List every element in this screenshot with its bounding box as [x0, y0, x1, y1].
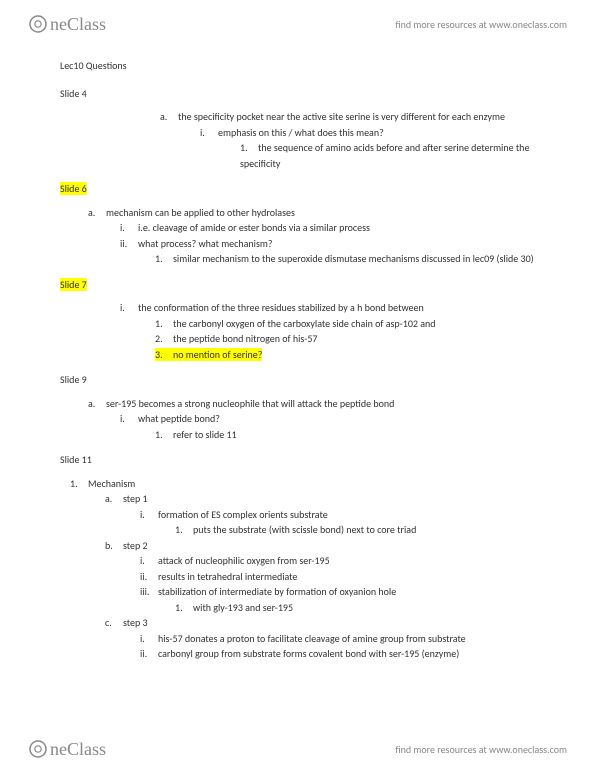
marker-3: 3. [155, 347, 173, 363]
marker-1: 1. [155, 251, 173, 267]
list-item: i.his-57 donates a proton to facilitate … [140, 631, 535, 647]
list-item: 1.the sequence of amino acids before and… [240, 140, 535, 171]
logo-circle-icon [28, 14, 48, 34]
marker-i: i. [140, 631, 158, 647]
marker-1: 1. [175, 522, 193, 538]
marker-i: i. [120, 220, 138, 236]
marker-i: i. [140, 507, 158, 523]
logo-circle-icon [28, 739, 48, 759]
slide4-header: Slide 4 [60, 86, 535, 102]
marker-ii: ii. [120, 236, 138, 252]
list-item: ii.what process? what mechanism? [120, 236, 535, 252]
highlight: Slide 7 [60, 278, 87, 291]
list-item: ii.carbonyl group from substrate forms c… [140, 646, 535, 662]
highlight: Slide 6 [60, 182, 87, 195]
marker-b: b. [105, 538, 123, 554]
marker-a: a. [88, 205, 106, 221]
text: puts the substrate (with scissle bond) n… [193, 523, 416, 536]
list-item: a.step 1 [105, 491, 535, 507]
text: refer to slide 11 [173, 428, 237, 441]
list-item: i.attack of nucleophilic oxygen from ser… [140, 553, 535, 569]
text: the carbonyl oxygen of the carboxylate s… [173, 317, 436, 330]
text: stabilization of intermediate by formati… [158, 585, 396, 598]
list-item: c.step 3 [105, 615, 535, 631]
text: with gly-193 and ser-195 [193, 601, 293, 614]
logo-text: neClass [50, 739, 106, 760]
marker-1: 1. [175, 600, 193, 616]
text: attack of nucleophilic oxygen from ser-1… [158, 554, 330, 567]
list-item: 1.the carbonyl oxygen of the carboxylate… [155, 316, 535, 332]
list-item: 1.Mechanism [70, 476, 535, 492]
slide6-header: Slide 6 [60, 181, 535, 197]
text: his-57 donates a proton to facilitate cl… [158, 632, 466, 645]
list-item: iii.stabilization of intermediate by for… [140, 584, 535, 600]
marker-i: i. [120, 300, 138, 316]
text: step 1 [123, 492, 148, 505]
resources-link[interactable]: find more resources at www.oneclass.com [395, 18, 567, 31]
list-item: 1.with gly-193 and ser-195 [175, 600, 535, 616]
list-item: i.formation of ES complex orients substr… [140, 507, 535, 523]
text: Mechanism [88, 477, 135, 490]
brand-logo: neClass [28, 739, 106, 760]
marker-ii: ii. [140, 646, 158, 662]
list-item: a.ser-195 becomes a strong nucleophile t… [88, 396, 535, 412]
slide11-header: Slide 11 [60, 452, 535, 468]
list-item: i.what peptide bond? [120, 411, 535, 427]
list-item: ii.results in tetrahedral intermediate [140, 569, 535, 585]
text: the specificity pocket near the active s… [178, 110, 505, 123]
text: step 3 [123, 616, 148, 629]
marker-ii: ii. [140, 569, 158, 585]
text: similar mechanism to the superoxide dism… [173, 252, 534, 265]
marker-i: i. [120, 411, 138, 427]
text: step 2 [123, 539, 148, 552]
text: mechanism can be applied to other hydrol… [106, 206, 295, 219]
text: the peptide bond nitrogen of his-57 [173, 332, 318, 345]
list-item: a.the specificity pocket near the active… [160, 109, 535, 125]
text: carbonyl group from substrate forms cova… [158, 647, 459, 660]
marker-i: i. [140, 553, 158, 569]
marker-1: 1. [155, 316, 173, 332]
slide7-header: Slide 7 [60, 277, 535, 293]
list-item: 3.no mention of serine? [155, 347, 535, 363]
list-item: i.the conformation of the three residues… [120, 300, 535, 316]
text: the sequence of amino acids before and a… [240, 141, 529, 170]
list-item: 1.puts the substrate (with scissle bond)… [175, 522, 535, 538]
text: results in tetrahedral intermediate [158, 570, 297, 583]
marker-1: 1. [240, 140, 258, 156]
page-header: neClass find more resources at www.onecl… [0, 0, 595, 48]
logo-text: neClass [50, 14, 106, 35]
text: i.e. cleavage of amide or ester bonds vi… [138, 221, 370, 234]
list-item: 2.the peptide bond nitrogen of his-57 [155, 331, 535, 347]
resources-link[interactable]: find more resources at www.oneclass.com [395, 743, 567, 756]
doc-title: Lec10 Questions [60, 58, 535, 74]
list-item: i.emphasis on this / what does this mean… [200, 125, 535, 141]
text: formation of ES complex orients substrat… [158, 508, 328, 521]
list-item: b.step 2 [105, 538, 535, 554]
list-item: 1.refer to slide 11 [155, 427, 535, 443]
slide9-header: Slide 9 [60, 372, 535, 388]
brand-logo: neClass [28, 14, 106, 35]
marker-2: 2. [155, 331, 173, 347]
marker-a: a. [88, 396, 106, 412]
page-footer: neClass find more resources at www.onecl… [0, 728, 595, 770]
marker-a: a. [160, 109, 178, 125]
list-item: i.i.e. cleavage of amide or ester bonds … [120, 220, 535, 236]
text: the conformation of the three residues s… [138, 301, 424, 314]
marker-iii: iii. [140, 584, 158, 600]
list-item: a.mechanism can be applied to other hydr… [88, 205, 535, 221]
text: emphasis on this / what does this mean? [218, 126, 384, 139]
highlight: 3.no mention of serine? [155, 348, 262, 361]
marker-1: 1. [70, 476, 88, 492]
marker-a: a. [105, 491, 123, 507]
list-item: 1.similar mechanism to the superoxide di… [155, 251, 535, 267]
marker-1: 1. [155, 427, 173, 443]
text: ser-195 becomes a strong nucleophile tha… [106, 397, 394, 410]
marker-i: i. [200, 125, 218, 141]
text: what process? what mechanism? [138, 237, 273, 250]
text: what peptide bond? [138, 412, 220, 425]
marker-c: c. [105, 615, 123, 631]
document-body: Lec10 Questions Slide 4 a.the specificit… [0, 48, 595, 672]
text: no mention of serine? [173, 348, 262, 361]
